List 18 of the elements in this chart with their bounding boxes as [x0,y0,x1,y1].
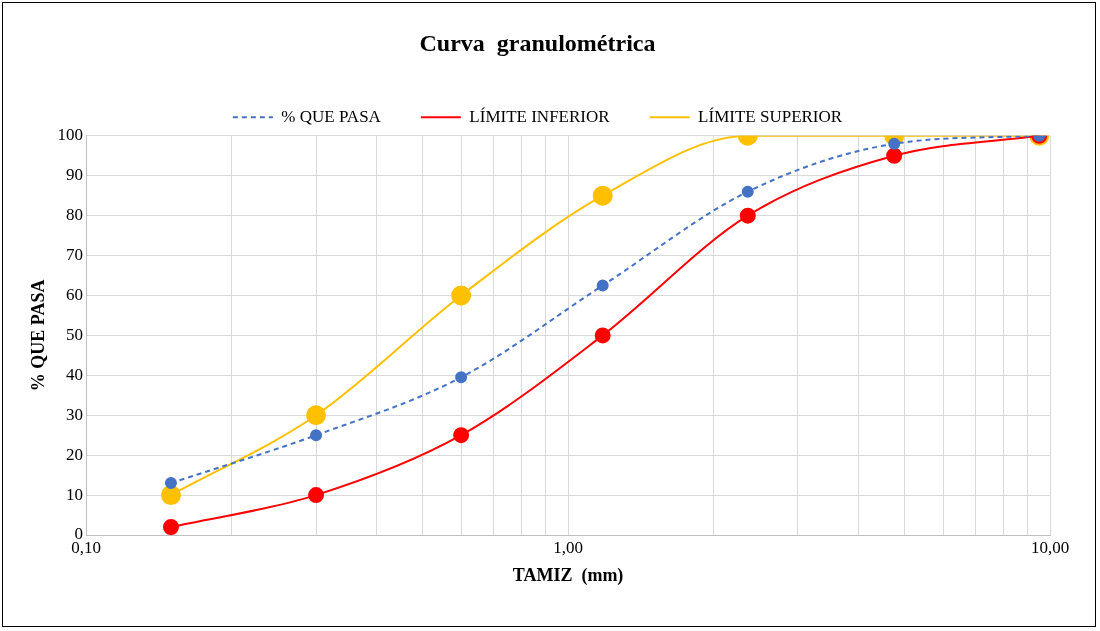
y-tick-label: 70 [66,245,84,265]
y-tick-label: 60 [66,284,84,304]
y-axis-title: % QUE PASA [28,279,49,392]
y-tick-label: 100 [57,125,84,145]
legend-label: LÍMITE INFERIOR [469,106,611,126]
x-tick-label: 10,00 [1030,537,1070,557]
x-axis-title: TAMIZ (mm) [512,564,624,586]
legend-label: % QUE PASA [281,106,382,126]
y-tick-label: 90 [66,165,84,185]
y-tick-label: 30 [66,404,84,424]
legend-label: LÍMITE SUPERIOR [698,106,843,126]
y-tick-label: 40 [66,364,84,384]
chart-title: Curva granulométrica [419,29,656,56]
x-tick-label: 1,00 [553,537,583,557]
y-tick-label: 20 [66,444,84,464]
y-tick-label: 50 [66,324,84,344]
y-tick-label: 10 [66,484,84,504]
y-tick-label: 80 [66,205,84,225]
